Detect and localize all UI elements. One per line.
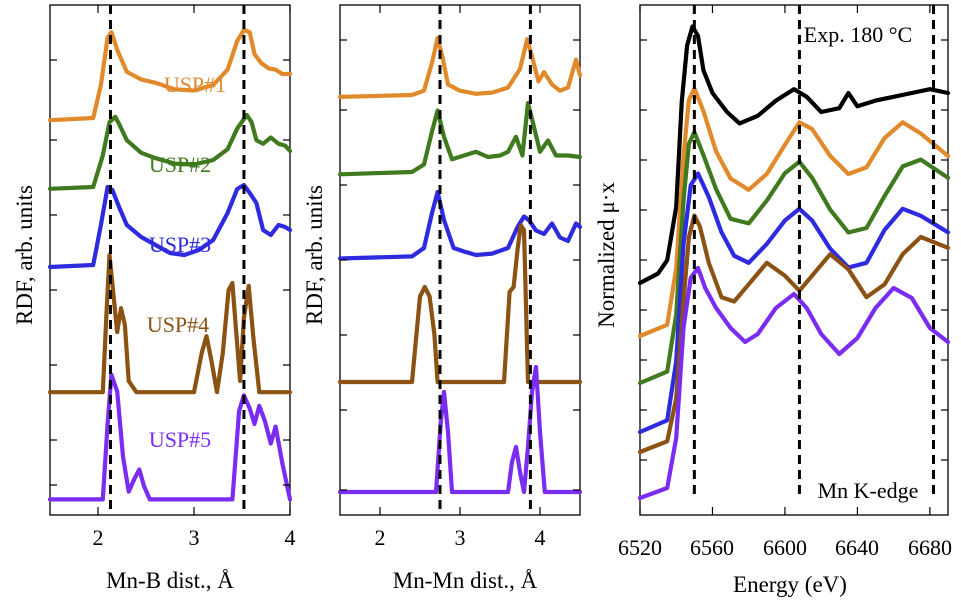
series-label-usp3: USP#3 bbox=[149, 232, 211, 257]
series-group bbox=[637, 24, 951, 501]
y-axis-title: RDF, arb. units bbox=[302, 185, 327, 325]
series-line-usp-3 bbox=[637, 171, 951, 435]
x-axis-title: Mn-Mn dist., Å bbox=[393, 568, 538, 593]
dashed-markers bbox=[438, 5, 532, 510]
x-tick-label: 2 bbox=[93, 525, 104, 550]
series-line-usp-1 bbox=[47, 27, 293, 123]
ticks bbox=[340, 5, 580, 515]
annotation-exp-180: Exp. 180 °C bbox=[804, 22, 912, 47]
series-line-usp-2 bbox=[637, 130, 951, 386]
dashed-markers bbox=[108, 5, 246, 510]
panel-mn-b: USP#1 USP#2 USP#3 USP#4 USP#5 2 3 4 Mn-B… bbox=[12, 4, 296, 593]
dashed-markers bbox=[692, 5, 936, 500]
ticks bbox=[639, 5, 948, 515]
series-line-usp-4 bbox=[47, 252, 293, 395]
series-line-exp-180-c bbox=[637, 24, 951, 286]
series-line-usp-5 bbox=[637, 265, 951, 501]
series-line-usp-1 bbox=[337, 35, 583, 99]
series-label-usp5: USP#5 bbox=[149, 427, 211, 452]
panel-xanes: Exp. 180 °C Mn K-edge 6520 6560 6600 664… bbox=[594, 4, 952, 597]
series-group bbox=[47, 27, 293, 502]
x-tick-label: 6640 bbox=[835, 535, 879, 560]
x-tick-label: 6680 bbox=[908, 535, 952, 560]
x-tick-label: 4 bbox=[535, 525, 546, 550]
x-tick-label: 2 bbox=[375, 525, 386, 550]
annotation-mn-k-edge: Mn K-edge bbox=[818, 478, 919, 503]
series-line-usp-3 bbox=[337, 189, 583, 261]
plot-frame bbox=[49, 4, 291, 516]
series-line-usp-2 bbox=[337, 100, 583, 177]
x-tick-label: 6600 bbox=[763, 535, 807, 560]
series-line-usp-4 bbox=[337, 223, 583, 385]
y-axis-title: Normalized μ·x bbox=[594, 182, 619, 328]
ticks bbox=[50, 5, 291, 515]
series-line-usp-2 bbox=[47, 112, 293, 191]
x-tick-label: 6560 bbox=[690, 535, 734, 560]
series-line-usp-5 bbox=[337, 364, 583, 495]
plot-frame bbox=[339, 4, 581, 516]
series-line-usp-4 bbox=[637, 213, 951, 455]
series-label-usp4: USP#4 bbox=[147, 312, 209, 337]
series-line-usp-1 bbox=[637, 86, 951, 339]
x-axis-title: Mn-B dist., Å bbox=[106, 568, 234, 593]
x-axis-title: Energy (eV) bbox=[733, 572, 847, 597]
x-tick-label: 6520 bbox=[618, 535, 662, 560]
series-line-usp-5 bbox=[47, 372, 293, 502]
x-tick-label: 4 bbox=[285, 525, 296, 550]
x-tick-label: 3 bbox=[189, 525, 200, 550]
x-tick-label: 3 bbox=[455, 525, 466, 550]
y-axis-title: RDF, arb. units bbox=[12, 185, 37, 325]
series-label-usp2: USP#2 bbox=[149, 152, 211, 177]
series-label-usp1: USP#1 bbox=[164, 72, 226, 97]
panel-mn-mn: 2 3 4 Mn-Mn dist., Å RDF, arb. units bbox=[302, 4, 583, 593]
series-group bbox=[337, 35, 583, 495]
